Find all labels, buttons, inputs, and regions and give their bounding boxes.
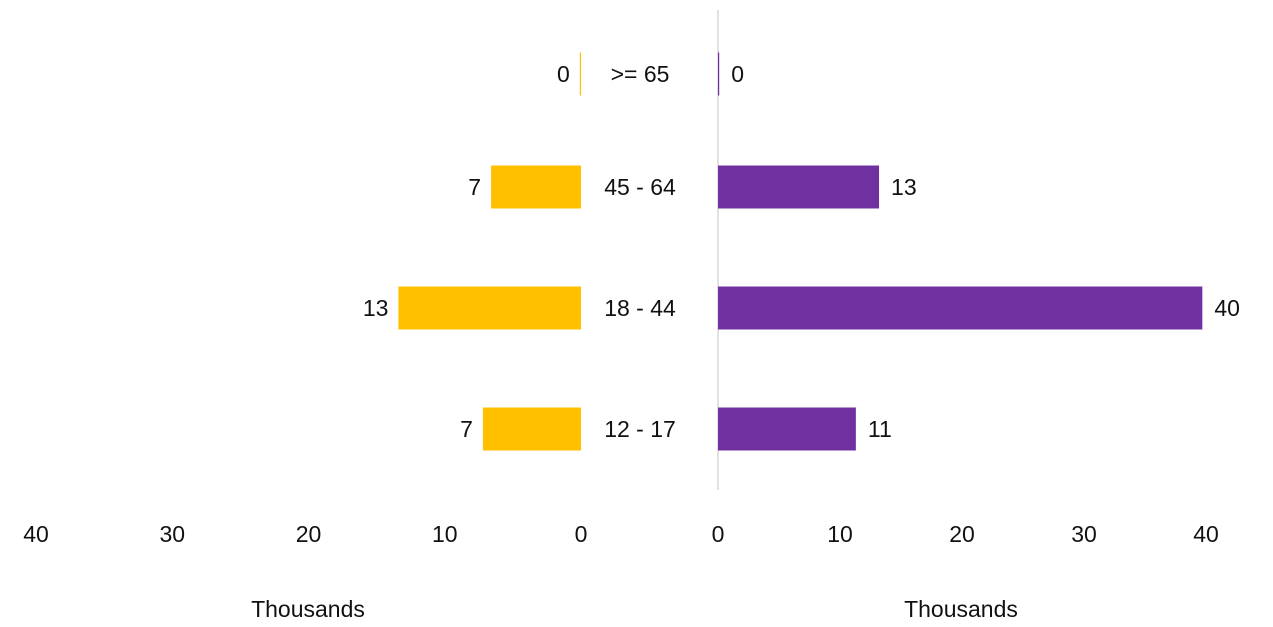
right-data-label: 0: [731, 61, 744, 87]
right-data-label: 40: [1214, 295, 1240, 321]
right-bar: [718, 52, 720, 96]
right-axis-tick-label: 30: [1071, 521, 1097, 547]
category-label: 18 - 44: [604, 295, 676, 321]
left-axis-tick-label: 30: [159, 521, 185, 547]
category-label: 45 - 64: [604, 174, 676, 200]
left-bar: [482, 407, 581, 451]
right-bar: [718, 286, 1203, 330]
left-bar: [579, 52, 581, 96]
right-axis-title: Thousands: [904, 596, 1018, 622]
right-axis-tick-label: 0: [712, 521, 725, 547]
left-axis-tick-label: 0: [575, 521, 588, 547]
left-data-label: 7: [468, 174, 481, 200]
left-axis-tick-label: 40: [23, 521, 49, 547]
right-axis-tick-label: 40: [1193, 521, 1219, 547]
right-data-label: 11: [868, 416, 892, 442]
category-label: 12 - 17: [604, 416, 676, 442]
right-bar: [718, 407, 856, 451]
left-data-label: 13: [363, 295, 389, 321]
right-bar: [718, 165, 880, 209]
left-axis-tick-label: 10: [432, 521, 458, 547]
category-label: >= 65: [611, 61, 670, 87]
left-bar: [398, 286, 581, 330]
left-data-label: 0: [557, 61, 570, 87]
left-data-label: 7: [460, 416, 473, 442]
left-axis-title: Thousands: [251, 596, 365, 622]
right-data-label: 13: [891, 174, 917, 200]
right-axis-tick-label: 10: [827, 521, 853, 547]
right-axis-tick-label: 20: [949, 521, 975, 547]
left-bar: [491, 165, 581, 209]
left-axis-tick-label: 20: [296, 521, 322, 547]
